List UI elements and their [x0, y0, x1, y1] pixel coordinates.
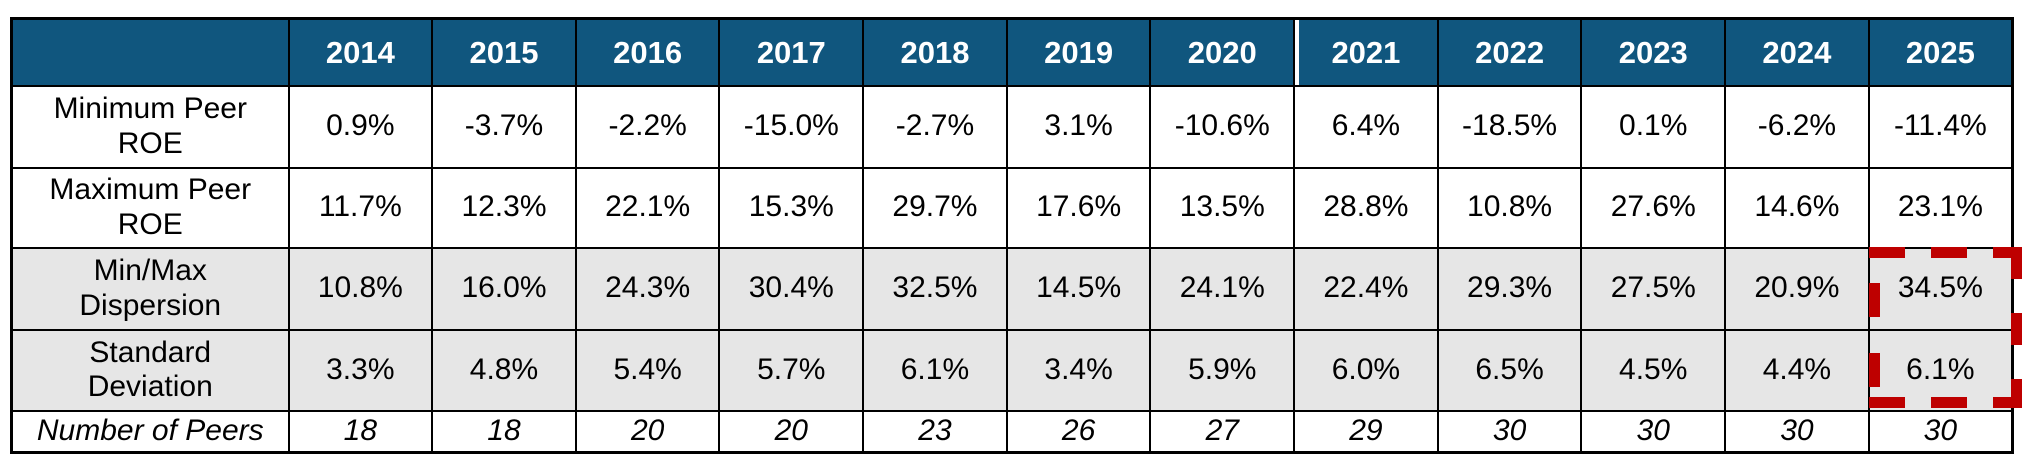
data-cell-2015: -3.7% — [431, 84, 577, 169]
data-cell-2025: 23.1% — [1867, 166, 2014, 249]
data-cell-2016: 5.4% — [574, 328, 721, 412]
data-cell-2024: 30 — [1724, 409, 1870, 454]
year-header-2020: 2020 — [1149, 17, 1296, 87]
data-cell-2016: 20 — [574, 409, 721, 454]
peer-roe-table: 2014 2015 2016 2017 2018 2019 2020 2021 2022 2023… — [10, 17, 2014, 454]
data-cell-2015: 16.0% — [431, 246, 577, 331]
data-cell-2014: 10.8% — [287, 246, 434, 331]
row-label: Maximum Peer ROE — [10, 166, 290, 249]
table-header: 2014 2015 2016 2017 2018 2019 2020 2021 2022 2023… — [10, 17, 2014, 87]
data-cell-2022: 30 — [1436, 409, 1583, 454]
data-cell-2023: 27.5% — [1580, 246, 1727, 331]
data-cell-2024: -6.2% — [1724, 84, 1870, 169]
data-cell-2017: 15.3% — [718, 166, 865, 249]
row-label: Minimum Peer ROE — [10, 84, 290, 169]
data-cell-2024: 20.9% — [1724, 246, 1870, 331]
data-cell-2015: 4.8% — [431, 328, 577, 412]
data-cell-2016: 24.3% — [574, 246, 721, 331]
data-cell-2014: 3.3% — [287, 328, 434, 412]
data-cell-2019: 3.1% — [1005, 84, 1152, 169]
table-row: Number of Peers 18 18 20 20 23 26 27 29 30 30 30 30 — [10, 409, 2014, 454]
row-label: Min/Max Dispersion — [10, 246, 290, 331]
data-cell-2021: 28.8% — [1293, 166, 1439, 249]
table-row: Minimum Peer ROE 0.9% -3.7% -2.2% -15.0% -2.7… — [10, 84, 2014, 169]
data-cell-2018: 32.5% — [862, 246, 1008, 331]
year-header-2015: 2015 — [431, 17, 577, 87]
data-cell-2020: 5.9% — [1149, 328, 1296, 412]
data-cell-2019: 17.6% — [1005, 166, 1152, 249]
data-cell-2021: 6.4% — [1293, 84, 1439, 169]
data-cell-2024: 14.6% — [1724, 166, 1870, 249]
year-header-2018: 2018 — [862, 17, 1008, 87]
data-cell-2018: 6.1% — [862, 328, 1008, 412]
year-header-2024: 2024 — [1724, 17, 1870, 87]
data-cell-2021: 22.4% — [1293, 246, 1439, 331]
data-cell-2017: -15.0% — [718, 84, 865, 169]
year-header-2017: 2017 — [718, 17, 865, 87]
data-cell-2017: 20 — [718, 409, 865, 454]
data-cell-2022: 10.8% — [1436, 166, 1583, 249]
data-cell-2019: 26 — [1005, 409, 1152, 454]
data-cell-2017: 5.7% — [718, 328, 865, 412]
table-row: Maximum Peer ROE 11.7% 12.3% 22.1% 15.3% 29.7… — [10, 166, 2014, 249]
table-row: Min/Max Dispersion 10.8% 16.0% 24.3% 30.4% 32… — [10, 246, 2014, 331]
header-row: 2014 2015 2016 2017 2018 2019 2020 2021 2022 2023… — [10, 17, 2014, 87]
data-cell-2020: 27 — [1149, 409, 1296, 454]
data-cell-2023: 30 — [1580, 409, 1727, 454]
year-header-2021: 2021 — [1293, 17, 1439, 87]
data-cell-2023: 27.6% — [1580, 166, 1727, 249]
data-cell-2019: 3.4% — [1005, 328, 1152, 412]
data-cell-2014: 0.9% — [287, 84, 434, 169]
data-cell-2018: -2.7% — [862, 84, 1008, 169]
row-label: Number of Peers — [10, 409, 290, 454]
data-cell-2024: 4.4% — [1724, 328, 1870, 412]
data-cell-2018: 29.7% — [862, 166, 1008, 249]
data-cell-2015: 18 — [431, 409, 577, 454]
year-header-2022: 2022 — [1436, 17, 1583, 87]
data-cell-2016: -2.2% — [574, 84, 721, 169]
data-cell-2016: 22.1% — [574, 166, 721, 249]
data-cell-2022: -18.5% — [1436, 84, 1583, 169]
data-cell-2015: 12.3% — [431, 166, 577, 249]
data-cell-2018: 23 — [862, 409, 1008, 454]
data-cell-2014: 18 — [287, 409, 434, 454]
data-cell-2021: 29 — [1293, 409, 1439, 454]
data-cell-2025: 6.1% — [1867, 328, 2014, 412]
data-cell-2021: 6.0% — [1293, 328, 1439, 412]
data-cell-2020: 13.5% — [1149, 166, 1296, 249]
year-header-2016: 2016 — [574, 17, 721, 87]
data-cell-2022: 29.3% — [1436, 246, 1583, 331]
year-header-2014: 2014 — [287, 17, 434, 87]
data-cell-2020: -10.6% — [1149, 84, 1296, 169]
table-row: Standard Deviation 3.3% 4.8% 5.4% 5.7% 6.1% 3.… — [10, 328, 2014, 412]
data-cell-2023: 0.1% — [1580, 84, 1727, 169]
row-label: Standard Deviation — [10, 328, 290, 412]
corner-cell — [10, 17, 290, 87]
data-cell-2020: 24.1% — [1149, 246, 1296, 331]
data-cell-2025: 30 — [1867, 409, 2014, 454]
data-cell-2022: 6.5% — [1436, 328, 1583, 412]
data-cell-2017: 30.4% — [718, 246, 865, 331]
data-cell-2019: 14.5% — [1005, 246, 1152, 331]
year-header-2023: 2023 — [1580, 17, 1727, 87]
data-cell-2023: 4.5% — [1580, 328, 1727, 412]
year-header-2019: 2019 — [1005, 17, 1152, 87]
table-body: Minimum Peer ROE 0.9% -3.7% -2.2% -15.0% -2.7… — [10, 84, 2014, 454]
year-header-2025: 2025 — [1867, 17, 2014, 87]
data-cell-2014: 11.7% — [287, 166, 434, 249]
data-cell-2025: 34.5% — [1867, 246, 2014, 331]
data-cell-2025: -11.4% — [1867, 84, 2014, 169]
